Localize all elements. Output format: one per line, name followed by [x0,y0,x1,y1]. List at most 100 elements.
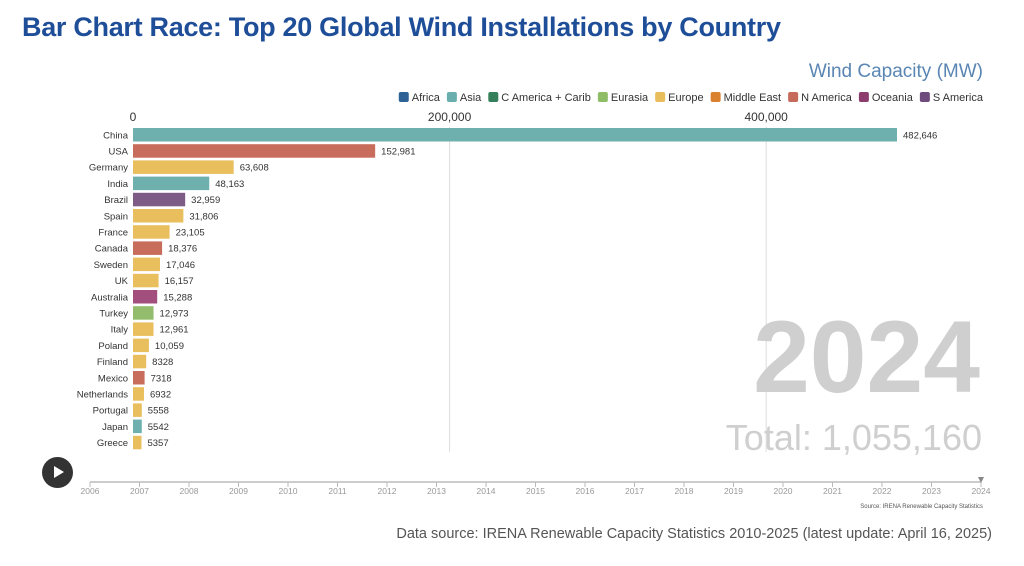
timeline-year-label[interactable]: 2014 [477,486,496,496]
timeline-year-label[interactable]: 2011 [328,486,347,496]
bar-mexico [133,371,145,385]
legend-swatch-c-america-carib [488,92,499,102]
page-title: Bar Chart Race: Top 20 Global Wind Insta… [22,12,781,42]
bar-value-label: 23,105 [176,227,205,238]
legend-swatch-n-america [788,92,799,102]
bar-category-label: Brazil [104,195,128,206]
bar-category-label: Turkey [99,308,128,319]
bar-germany [133,160,234,174]
bar-uk [133,273,159,288]
play-icon [54,466,64,478]
timeline-year-label[interactable]: 2008 [180,486,199,496]
timeline-year-label[interactable]: 2023 [922,486,941,496]
bar-value-label: 15,288 [163,292,192,303]
bar-value-label: 10,059 [155,341,184,352]
legend-label: Eurasia [611,92,649,104]
bar-value-label: 32,959 [191,195,220,206]
legend-label: N America [801,92,853,104]
bar-india [133,176,210,191]
bar-value-label: 5558 [148,406,169,417]
timeline-year-label[interactable]: 2024 [972,486,991,496]
bar-category-label: UK [115,276,129,287]
timeline-year-label[interactable]: 2017 [625,486,644,496]
bar-italy [133,322,154,336]
bar-france [133,225,170,239]
timeline-year-label[interactable]: 2006 [81,486,100,496]
legend-swatch-middle-east [710,92,721,102]
bar-value-label: 12,961 [160,325,189,336]
chart-source-note: Source: IRENA Renewable Capacity Statist… [860,504,983,510]
legend-label: Asia [460,92,482,104]
bar-china [133,128,897,142]
bar-australia [133,290,158,304]
legend-swatch-europe [655,92,666,102]
bar-value-label: 31,806 [189,211,218,222]
bar-poland [133,338,149,353]
bar-category-label: Spain [104,211,128,222]
legend-swatch-s-america [919,92,930,102]
bar-category-label: France [98,227,128,238]
bar-category-label: Mexico [98,373,128,384]
timeline-year-label[interactable]: 2019 [724,486,743,496]
bar-category-label: USA [108,146,128,157]
bar-value-label: 63,608 [240,163,269,174]
bar-value-label: 5542 [148,422,169,433]
x-tick-label: 400,000 [744,110,788,124]
bar-japan [133,419,142,434]
bar-category-label: Poland [98,341,128,352]
timeline-year-label[interactable]: 2015 [526,486,545,496]
bar-greece [133,435,142,450]
timeline-year-label[interactable]: 2016 [576,486,595,496]
bar-value-label: 7318 [151,373,172,384]
bar-finland [133,354,147,369]
bar-usa [133,144,376,158]
bar-category-label: Japan [102,422,128,433]
timeline-year-label[interactable]: 2021 [823,486,842,496]
bar-category-label: Netherlands [77,389,128,400]
data-source-footer: Data source: IRENA Renewable Capacity St… [396,526,992,542]
legend-swatch-oceania [858,92,869,102]
bar-category-label: Australia [91,292,129,303]
bar-category-label: Finland [97,357,128,368]
timeline-year-label[interactable]: 2013 [427,486,446,496]
legend-label: Africa [412,92,441,104]
legend-label: Middle East [724,92,781,104]
bar-value-label: 18,376 [168,244,197,255]
bar-netherlands [133,387,144,401]
legend-label: Oceania [872,92,914,104]
bar-category-label: Greece [97,438,128,449]
timeline-year-label[interactable]: 2020 [774,486,793,496]
bar-canada [133,241,163,255]
bar-sweden [133,257,160,272]
timeline-year-label[interactable]: 2009 [229,486,248,496]
timeline-year-label[interactable]: 2018 [675,486,694,496]
current-year: 2024 [753,300,980,414]
x-tick-label: 0 [130,110,137,124]
timeline-year-label[interactable]: 2010 [279,486,298,496]
bar-brazil [133,192,186,207]
timeline-year-label[interactable]: 2007 [130,486,149,496]
bar-category-label: Italy [111,325,129,336]
bar-value-label: 48,163 [215,179,244,190]
timeline-year-label[interactable]: 2022 [873,486,892,496]
bar-portugal [133,403,142,417]
bar-category-label: India [107,179,128,190]
bar-category-label: Portugal [93,406,128,417]
bar-spain [133,209,184,223]
total-label: Total: 1,055,160 [726,417,982,458]
timeline-handle[interactable] [978,477,984,483]
timeline-year-label[interactable]: 2012 [378,486,397,496]
legend-label: Europe [668,92,703,104]
bar-value-label: 16,157 [165,276,194,287]
bar-value-label: 8328 [152,357,173,368]
legend-label: S America [933,92,984,104]
x-tick-label: 200,000 [428,110,472,124]
bar-value-label: 12,973 [160,308,189,319]
legend-swatch-eurasia [597,92,608,102]
bar-turkey [133,306,154,320]
play-button[interactable] [42,457,73,488]
bar-value-label: 6932 [150,389,171,400]
axis-title: Wind Capacity (MW) [809,61,983,82]
legend-swatch-asia [446,92,457,102]
bar-value-label: 5357 [147,438,168,449]
